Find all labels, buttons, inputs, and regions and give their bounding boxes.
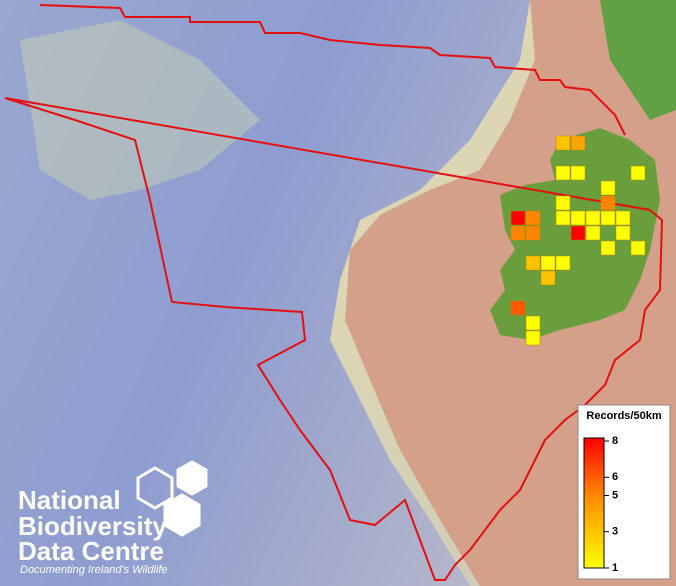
legend-tick-label: 5: [612, 489, 618, 501]
record-cell: [525, 225, 541, 241]
record-cell: [510, 225, 526, 241]
legend-ramp: [583, 437, 605, 569]
record-cell: [600, 180, 616, 196]
hexagon: [176, 460, 208, 496]
legend-tick-label: 1: [612, 562, 618, 574]
record-cell: [555, 195, 571, 211]
record-cell: [525, 255, 541, 271]
logo-line: Biodiversity: [18, 511, 167, 541]
record-cell: [630, 240, 646, 256]
record-cell: [570, 225, 586, 241]
boundary: [4, 4, 664, 581]
record-cell: [540, 270, 556, 286]
record-cell: [600, 195, 616, 211]
record-cell: [510, 210, 526, 226]
record-cell: [525, 315, 541, 331]
logo-line: Data Centre: [18, 536, 164, 566]
record-cell: [555, 135, 571, 151]
record-cell: [570, 135, 586, 151]
record-cell: [615, 210, 631, 226]
record-cell: [570, 210, 586, 226]
legend-title: Records/50km: [586, 410, 661, 422]
record-cell: [555, 210, 571, 226]
hexagon: [163, 493, 201, 537]
logo-line: National: [18, 485, 121, 515]
record-cell: [570, 165, 586, 181]
britain: [600, 0, 676, 120]
bank: [20, 20, 260, 200]
hexagon: [136, 466, 174, 510]
legend-ticks: 8 6 5 3 1: [604, 435, 618, 574]
record-cell: [600, 210, 616, 226]
record-cell: [585, 225, 601, 241]
record-cell: [525, 210, 541, 226]
record-cell: [555, 255, 571, 271]
record-cell: [600, 240, 616, 256]
record-cell: [630, 165, 646, 181]
logo-tagline: Documenting Ireland's Wildlife: [20, 564, 168, 576]
logo-icon: [136, 460, 208, 537]
record-cell: [585, 210, 601, 226]
record-cell: [615, 225, 631, 241]
record-cell: [510, 300, 526, 316]
legend-tick-label: 8: [612, 435, 618, 447]
record-cell: [540, 255, 556, 271]
legend-tick-label: 6: [612, 471, 618, 483]
record-cell: [555, 165, 571, 181]
record-cell: [525, 330, 541, 346]
legend-tick-label: 3: [612, 526, 618, 538]
records-grid: [510, 135, 646, 346]
